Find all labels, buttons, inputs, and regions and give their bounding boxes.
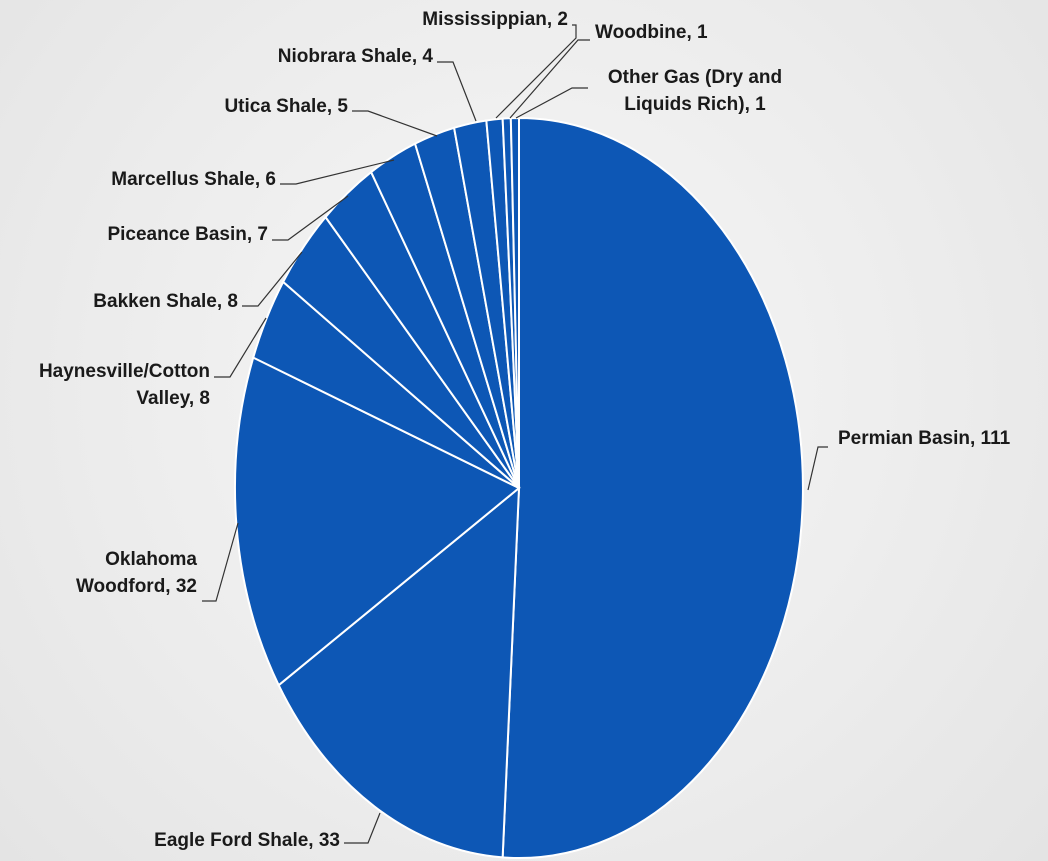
pie-slice-other-gas-dry-and-liquids-rich: [509, 116, 520, 489]
leader-line-other-gas-dry-and-liquids-rich: [515, 87, 588, 119]
data-label-niobrara-shale: Niobrara Shale, 4: [278, 46, 434, 67]
pie-labels: Permian Basin, 111 Eagle Ford Shale, 33 Ok…: [39, 9, 1011, 851]
data-label-other-gas-dry-and-liquids-rich: Other Gas (Dry and Liquids Rich), 1: [608, 67, 782, 115]
data-label-oklahoma-woodford: Oklahoma Woodford, 32: [76, 549, 197, 597]
data-label-piceance-basin: Piceance Basin, 7: [107, 224, 268, 245]
pie-slices: [234, 116, 804, 859]
data-label-mississippian: Mississippian, 2: [422, 9, 568, 30]
leader-line-woodbine: [509, 39, 590, 119]
leader-line-oklahoma-woodford: [202, 522, 239, 602]
leader-line-niobrara-shale: [437, 61, 477, 122]
data-label-marcellus-shale: Marcellus Shale, 6: [111, 169, 276, 190]
leader-line-bakken-shale: [242, 251, 303, 307]
data-label-bakken-shale: Bakken Shale, 8: [93, 291, 238, 312]
data-label-eagle-ford-shale: Eagle Ford Shale, 33: [154, 830, 340, 851]
data-label-haynesville-cotton-valley: Haynesville/Cotton Valley, 8: [39, 361, 210, 409]
leader-line-permian-basin: [807, 446, 828, 491]
pie-slice-permian-basin: [501, 116, 804, 859]
leader-line-utica-shale: [352, 110, 438, 137]
data-label-woodbine: Woodbine, 1: [595, 22, 708, 43]
data-label-utica-shale: Utica Shale, 5: [224, 96, 348, 117]
leader-line-haynesville-cotton-valley: [214, 317, 267, 378]
leader-line-mississippian: [495, 24, 577, 119]
pie-slice-oklahoma-woodford: [234, 356, 521, 687]
leader-line-marcellus-shale: [280, 159, 395, 185]
leader-line-eagle-ford-shale: [344, 812, 381, 844]
data-label-permian-basin: Permian Basin, 111: [838, 428, 1011, 449]
pie-slice-eagle-ford-shale: [277, 485, 521, 859]
leader-line-piceance-basin: [272, 195, 349, 241]
